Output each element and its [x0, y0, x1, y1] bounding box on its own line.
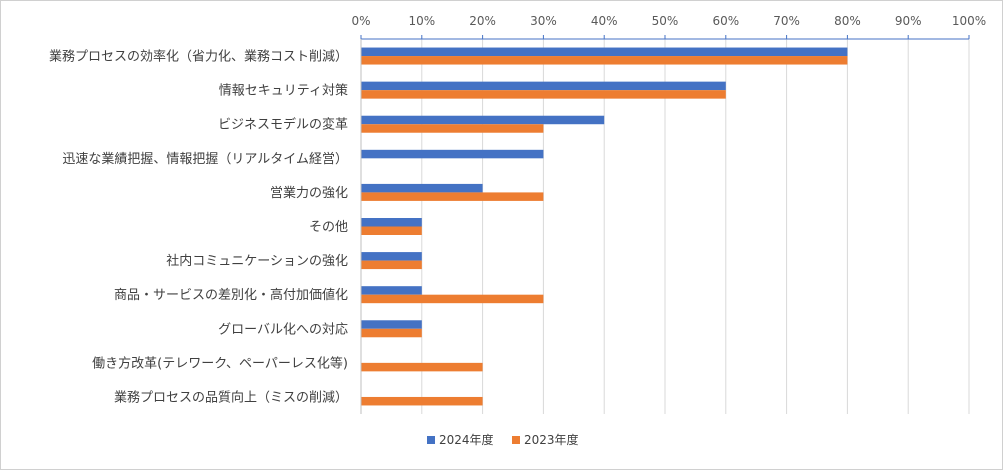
bar-series2 — [361, 260, 422, 270]
axes — [360, 38, 969, 414]
bar-series2 — [361, 192, 544, 201]
bar-series1 — [361, 47, 848, 57]
bars — [361, 47, 848, 406]
x-tick-label: 100% — [952, 14, 986, 28]
bar-series1 — [361, 320, 422, 329]
bar-series2 — [361, 396, 483, 406]
bar-series1 — [361, 149, 544, 159]
bar-series1 — [361, 252, 422, 261]
category-label: 業務プロセスの効率化（省力化、業務コスト削減） — [49, 49, 348, 65]
category-label: 働き方改革(テレワーク、ペーパーレス化等) — [92, 355, 348, 371]
category-label: 業務プロセスの品質向上（ミスの削減） — [114, 389, 348, 405]
legend-label: 2024年度 — [439, 432, 494, 447]
bar-series1 — [361, 81, 726, 91]
x-tick-label: 70% — [773, 14, 800, 28]
bar-series2 — [361, 328, 422, 338]
legend-swatch — [512, 436, 520, 444]
x-tick-label: 30% — [530, 14, 557, 28]
bar-series2 — [361, 294, 544, 304]
bar-series2 — [361, 362, 483, 372]
category-label: 商品・サービスの差別化・高付加価値化 — [114, 287, 348, 303]
bar-series1 — [361, 115, 605, 125]
x-tick-label: 90% — [895, 14, 922, 28]
category-label: その他 — [309, 220, 348, 235]
x-tick-label: 50% — [652, 14, 679, 28]
bar-series2 — [361, 226, 422, 235]
gridlines — [360, 39, 970, 414]
x-tick-label: 40% — [591, 14, 618, 28]
category-label: ビジネスモデルの変革 — [218, 117, 348, 133]
category-labels: 業務プロセスの効率化（省力化、業務コスト削減） 情報セキュリティ対策ビジネスモデル… — [49, 49, 348, 406]
legend: 2024年度 2023年度 — [427, 432, 579, 447]
bar-series2 — [361, 56, 848, 65]
bar-series2 — [361, 90, 726, 99]
legend-label: 2023年度 — [524, 432, 579, 447]
x-tick-label: 0% — [351, 14, 370, 28]
bar-series1 — [361, 183, 483, 193]
bar-series1 — [361, 218, 422, 227]
x-tick-label: 10% — [408, 14, 435, 28]
x-axis-ticks: 0% 10% 20% 30% 40% 50% 60% 70% 80% 90% 100% — [351, 14, 986, 39]
legend-swatch — [427, 436, 435, 444]
x-tick-label: 60% — [712, 14, 739, 28]
x-tick-label: 20% — [469, 14, 496, 28]
category-label: 迅速な業績把握、情報把握（リアルタイム経営） — [62, 151, 348, 167]
category-label: 情報セキュリティ対策 — [219, 83, 348, 99]
bar-series1 — [361, 286, 422, 295]
bar-series2 — [361, 124, 544, 133]
category-label: グローバル化への対応 — [218, 322, 348, 337]
x-tick-label: 80% — [834, 14, 861, 28]
category-label: 社内コミュニケーションの強化 — [166, 253, 348, 269]
category-label: 営業力の強化 — [270, 185, 348, 201]
